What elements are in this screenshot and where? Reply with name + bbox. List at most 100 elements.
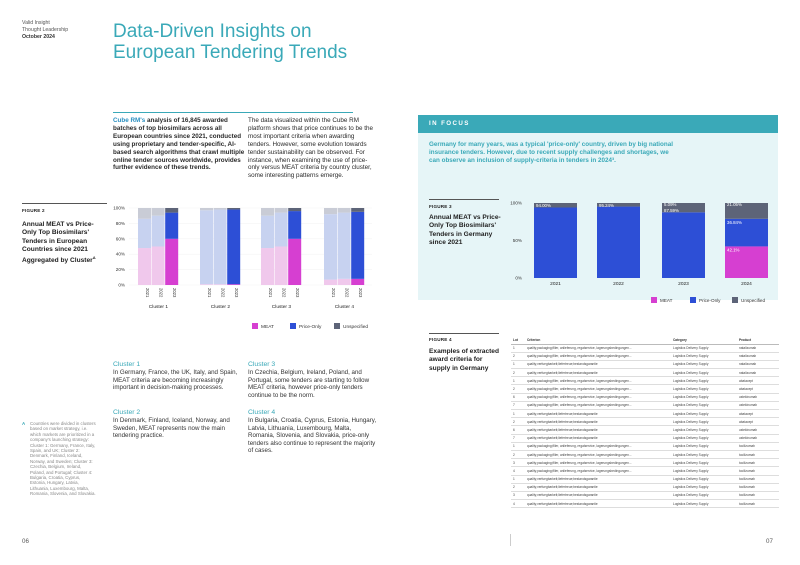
table-row: 7 quality;verfuegbarkeit;liefertreue;best… [511, 434, 779, 443]
footnote-text: Countries were divided in clusters based… [30, 421, 96, 497]
table-cell: Logistics Delivery Supply [671, 434, 737, 443]
table-cell: tocilizumab [737, 491, 779, 501]
page-divider [510, 534, 511, 546]
table-cell: natalizumab [737, 360, 779, 370]
table-header-row: Lot Criterion Category Product [511, 336, 779, 345]
figure2-rule [22, 203, 107, 204]
cluster-3-block: Cluster 3 In Czechia, Belgium, Ireland, … [248, 361, 378, 399]
table-row: 1 quality;packaging;filler, anlieferung, … [511, 376, 779, 386]
table-cell: Logistics Delivery Supply [671, 466, 737, 476]
table-cell: abatacept [737, 417, 779, 427]
figure4-rule [429, 333, 499, 334]
table-cell: tocilizumab [737, 499, 779, 509]
table-row: 1 quality;verfuegbarkeit;liefertreue;best… [511, 475, 779, 484]
bar-segment-meat [351, 278, 365, 285]
table-row: 6 quality;packaging;filler, anlieferung, … [511, 393, 779, 402]
table-cell: quality;packaging;filler, anlieferung, r… [525, 384, 671, 394]
x-tick-label: 2023 [678, 281, 689, 287]
data-label: 21.05% [727, 202, 742, 207]
table-cell: Logistics Delivery Supply [671, 401, 737, 411]
table-cell: Logistics Delivery Supply [671, 393, 737, 402]
x-tick-label: 2022 [221, 288, 226, 298]
x-tick-label: 2021 [550, 281, 561, 287]
bar-segment-unspecified [725, 203, 768, 219]
table-cell: quality;packaging;filler, anlieferung, r… [525, 442, 671, 451]
table-cell: quality;verfuegbarkeit;liefertreue;besta… [525, 491, 671, 501]
meta-line-2: Thought Leadership [22, 26, 69, 33]
brand-name: Cube RM's [113, 117, 146, 124]
table-cell: Logistics Delivery Supply [671, 450, 737, 460]
bar-segment-meat [165, 238, 179, 285]
cluster-4-text: In Bulgaria, Croatia, Cyprus, Estonia, H… [248, 417, 377, 455]
table-cell: 2 [511, 352, 525, 361]
bar-segment-meat [138, 248, 151, 285]
page-number-right: 07 [766, 538, 773, 545]
bar-segment-unspecified [337, 208, 351, 213]
bar-segment-price-only [324, 214, 337, 280]
bar-segment-meat [288, 238, 302, 285]
bar-segment-meat [227, 284, 241, 285]
figure3-label: FIGURE 3 [429, 204, 452, 209]
table-cell: quality;packaging;filler, anlieferung, r… [525, 393, 671, 402]
bar-segment-unspecified [662, 203, 705, 213]
in-focus-text: Germany for many years, was a typical 'p… [429, 141, 673, 165]
cluster-label: Cluster 2 [211, 304, 231, 310]
bar-segment-price-only [213, 209, 227, 285]
table-cell: quality;verfuegbarkeit;liefertreue;besta… [525, 409, 671, 419]
table-cell: quality;packaging;filler, anlieferung, r… [525, 450, 671, 460]
table-row: 2 quality;verfuegbarkeit;liefertreue;best… [511, 417, 779, 427]
bar-segment-price-only [227, 209, 241, 285]
data-label: 87.59% [664, 208, 679, 213]
table-cell: Logistics Delivery Supply [671, 417, 737, 427]
figure4-label: FIGURE 4 [429, 337, 452, 342]
table-cell: abatacept [737, 409, 779, 419]
legend-swatch [690, 297, 696, 303]
table-cell: Logistics Delivery Supply [671, 491, 737, 501]
table-cell: 2 [511, 483, 525, 492]
table-cell: quality;verfuegbarkeit;liefertreue;besta… [525, 475, 671, 484]
bar-segment-price-only [151, 215, 165, 247]
cluster-2-heading: Cluster 2 [113, 409, 141, 416]
table-cell: Logistics Delivery Supply [671, 360, 737, 370]
figure2-title-text: Annual MEAT vs Price-Only Top Biosimilar… [22, 221, 94, 265]
page-number-left: 06 [22, 538, 29, 545]
table-cell: natalizumab [737, 368, 779, 378]
table-cell: quality;verfuegbarkeit;liefertreue;besta… [525, 499, 671, 509]
meta-line-1: Valid Insight [22, 20, 50, 26]
table-cell: tocilizumab [737, 466, 779, 476]
cluster-4-block: Cluster 4 In Bulgaria, Croatia, Cyprus, … [248, 409, 378, 455]
bar-segment-unspecified [165, 208, 179, 213]
data-label: 95.24% [599, 203, 614, 208]
title-line-1: Data-Driven Insights on [113, 21, 312, 42]
table-row: 2 quality;packaging;filler, anlieferung, … [511, 384, 779, 394]
bar-segment-price-only [288, 211, 302, 239]
y-tick-label: 0% [118, 283, 125, 288]
table-cell: 7 [511, 401, 525, 411]
legend-label: Unspecified [741, 298, 765, 303]
intro-column-1: Cube RM's analysis of 16,845 awarded bat… [113, 117, 245, 172]
cluster-3-text: In Czechia, Belgium, Ireland, Poland, an… [248, 369, 370, 399]
bar-segment-price-only [261, 215, 274, 249]
legend-swatch [651, 297, 657, 303]
table-cell: Logistics Delivery Supply [671, 384, 737, 394]
y-tick-label: 0% [515, 276, 522, 281]
cluster-1-block: Cluster 1 In Germany, France, the UK, It… [113, 361, 243, 392]
y-tick-label: 100% [510, 201, 522, 206]
data-label: 5.09% [664, 202, 677, 207]
table-cell: 6 [511, 393, 525, 402]
table-row: 2 quality;verfuegbarkeit;liefertreue;best… [511, 483, 779, 492]
table-row: 7 quality;packaging;filler, anlieferung, … [511, 401, 779, 411]
table-cell: 2 [511, 384, 525, 394]
cluster-1-text: In Germany, France, the UK, Italy, and S… [113, 369, 238, 392]
x-tick-label: 2022 [282, 288, 287, 298]
bar-segment-meat [151, 246, 165, 285]
bar-segment-unspecified [324, 208, 337, 215]
legend-label: Price-Only [699, 298, 721, 303]
table-row: 3 quality;verfuegbarkeit;liefertreue;best… [511, 491, 779, 501]
x-tick-label: 2021 [268, 288, 273, 298]
x-tick-label: 2024 [741, 281, 752, 287]
column-header: Lot [511, 336, 525, 345]
table-cell: quality;packaging;filler, anlieferung, r… [525, 458, 671, 468]
table-cell: 4 [511, 466, 525, 476]
table-cell: quality;verfuegbarkeit;liefertreue;besta… [525, 360, 671, 370]
